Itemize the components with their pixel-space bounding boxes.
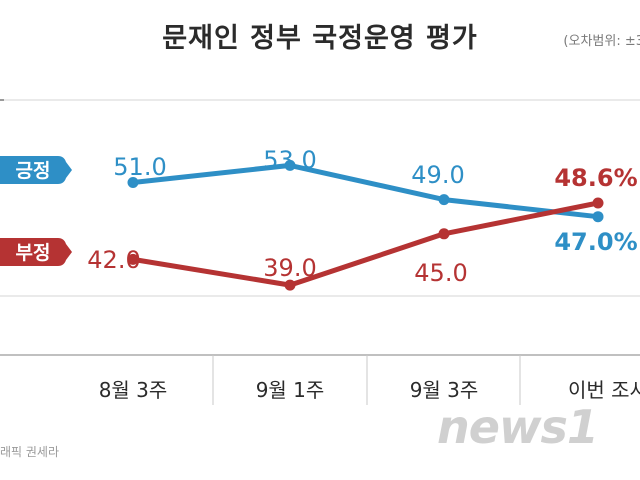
data-label: 47.0% [554,228,637,256]
legend-item-positive: 긍정 [0,156,72,184]
data-point [592,197,604,209]
series-line-negative [130,200,601,288]
data-label: 49.0 [411,161,464,189]
data-point [127,177,139,188]
data-point [127,253,139,265]
series-line-positive [130,162,601,220]
data-point [438,194,450,206]
chart-subtitle: (오차범위: ±3 [563,34,640,49]
x-tick-label: 9월 3주 [410,378,479,402]
news1-watermark: news1 [437,400,599,454]
data-label: 51.0 [113,153,166,181]
label-layer: 51.0 53.0 49.0 47.0% 42.0 39.0 45.0 48.6% [87,146,637,287]
data-point [284,279,296,291]
data-label: 45.0 [414,259,467,287]
x-tick-label: 9월 1주 [256,378,325,402]
legend-swatch [0,238,72,266]
legend-label: 긍정 [16,160,51,182]
legend-swatch [0,156,72,184]
x-tick-label: 이번 조사 [568,378,640,402]
legend-label: 부정 [16,242,51,264]
credit-text: 래픽 권세라 [0,445,60,459]
x-axis: 8월 3주 9월 1주 9월 3주 이번 조사 [99,378,640,402]
data-point [592,211,604,223]
x-tick-label: 8월 3주 [99,378,168,402]
series-layer [127,159,604,291]
legend-item-negative: 부정 [0,238,72,266]
data-label: 42.0 [87,246,140,274]
data-label: 48.6% [554,164,637,192]
data-point [284,159,296,171]
data-point [438,228,450,240]
grid-layer [0,99,640,405]
chart-title: 문재인 정부 국정운영 평가 [162,23,478,54]
data-label: 53.0 [263,146,316,174]
data-label: 39.0 [263,254,316,282]
